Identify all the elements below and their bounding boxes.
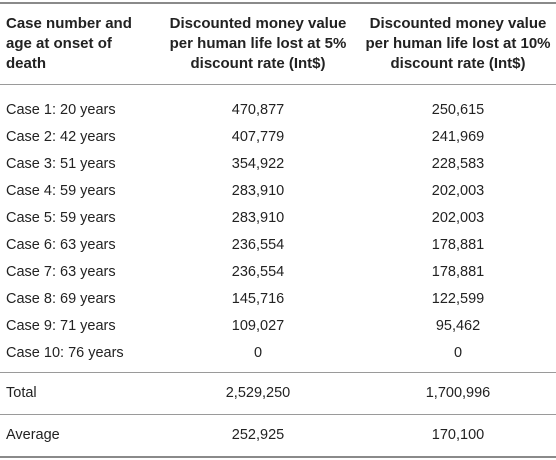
average-row: Average 252,925 170,100 bbox=[0, 420, 556, 450]
table-bottom-rule bbox=[0, 456, 556, 458]
case-cell: Case 8: 69 years bbox=[6, 291, 116, 307]
rate-10-cell: 202,003 bbox=[431, 210, 485, 226]
header-case: Case number and age at onset of death bbox=[6, 15, 132, 72]
total-rate-10: 1,700,996 bbox=[425, 385, 491, 401]
rate-10-cell: 95,462 bbox=[435, 318, 481, 334]
total-row: Total 2,529,250 1,700,996 bbox=[0, 378, 556, 408]
rate-10-cell: 178,881 bbox=[431, 264, 485, 280]
average-label: Average bbox=[6, 427, 60, 443]
table-row: Case 4: 59 years 283,910 202,003 bbox=[0, 176, 556, 206]
rate-5-cell: 283,910 bbox=[231, 183, 285, 199]
rate-10-cell: 202,003 bbox=[431, 183, 485, 199]
total-divider bbox=[0, 414, 556, 415]
table-row: Case 6: 63 years 236,554 178,881 bbox=[0, 230, 556, 260]
header-rate-5: Discounted money value per human life lo… bbox=[169, 15, 347, 72]
table-header-row: Case number and age at onset of death Di… bbox=[0, 4, 556, 84]
table-row: Case 9: 71 years 109,027 95,462 bbox=[0, 311, 556, 341]
case-cell: Case 5: 59 years bbox=[6, 210, 116, 226]
rate-5-cell: 470,877 bbox=[231, 102, 285, 118]
body-divider bbox=[0, 372, 556, 373]
rate-10-cell: 0 bbox=[453, 345, 463, 361]
table-top-rule bbox=[0, 2, 556, 4]
rate-10-cell: 228,583 bbox=[431, 156, 485, 172]
rate-5-cell: 0 bbox=[253, 345, 263, 361]
rate-10-cell: 241,969 bbox=[431, 129, 485, 145]
case-cell: Case 3: 51 years bbox=[6, 156, 116, 172]
table-row: Case 10: 76 years 0 0 bbox=[0, 338, 556, 368]
table-row: Case 3: 51 years 354,922 228,583 bbox=[0, 149, 556, 179]
rate-5-cell: 354,922 bbox=[231, 156, 285, 172]
rate-5-cell: 109,027 bbox=[231, 318, 285, 334]
table-row: Case 1: 20 years 470,877 250,615 bbox=[0, 95, 556, 125]
rate-5-cell: 236,554 bbox=[231, 264, 285, 280]
table-row: Case 2: 42 years 407,779 241,969 bbox=[0, 122, 556, 152]
table-row: Case 8: 69 years 145,716 122,599 bbox=[0, 284, 556, 314]
case-cell: Case 7: 63 years bbox=[6, 264, 116, 280]
total-rate-5: 2,529,250 bbox=[225, 385, 291, 401]
rate-5-cell: 145,716 bbox=[231, 291, 285, 307]
header-divider bbox=[0, 84, 556, 85]
case-cell: Case 6: 63 years bbox=[6, 237, 116, 253]
table-row: Case 7: 63 years 236,554 178,881 bbox=[0, 257, 556, 287]
table-row: Case 5: 59 years 283,910 202,003 bbox=[0, 203, 556, 233]
rate-5-cell: 283,910 bbox=[231, 210, 285, 226]
rate-5-cell: 236,554 bbox=[231, 237, 285, 253]
case-cell: Case 4: 59 years bbox=[6, 183, 116, 199]
case-cell: Case 9: 71 years bbox=[6, 318, 116, 334]
rate-5-cell: 407,779 bbox=[231, 129, 285, 145]
rate-10-cell: 122,599 bbox=[431, 291, 485, 307]
rate-10-cell: 250,615 bbox=[431, 102, 485, 118]
rate-10-cell: 178,881 bbox=[431, 237, 485, 253]
header-rate-10: Discounted money value per human life lo… bbox=[365, 15, 551, 72]
total-label: Total bbox=[6, 385, 37, 401]
case-cell: Case 10: 76 years bbox=[6, 345, 124, 361]
case-cell: Case 1: 20 years bbox=[6, 102, 116, 118]
average-rate-5: 252,925 bbox=[231, 427, 285, 443]
average-rate-10: 170,100 bbox=[431, 427, 485, 443]
case-cell: Case 2: 42 years bbox=[6, 129, 116, 145]
